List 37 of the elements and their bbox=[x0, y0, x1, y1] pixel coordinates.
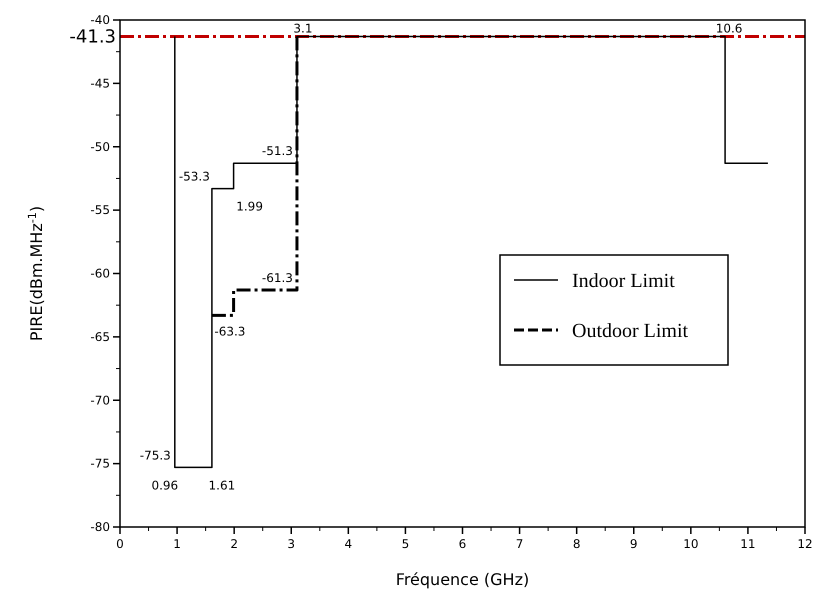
annotation: 10.6 bbox=[716, 21, 742, 36]
x-tick-label: 5 bbox=[402, 537, 410, 551]
annotation: 1.99 bbox=[236, 200, 263, 214]
annotation: 3.1 bbox=[293, 21, 313, 36]
y-tick-label: -70 bbox=[90, 393, 110, 408]
x-tick-label: 9 bbox=[630, 537, 638, 551]
annotation: -53.3 bbox=[178, 170, 210, 184]
legend-label: Outdoor Limit bbox=[572, 320, 689, 342]
x-tick-label: 7 bbox=[516, 537, 524, 551]
x-tick-label: 1 bbox=[173, 537, 181, 551]
y-tick-label: -40 bbox=[90, 13, 110, 27]
y-tick-label: -75 bbox=[90, 456, 110, 471]
y-tick-label: -80 bbox=[90, 520, 110, 534]
line-series bbox=[174, 36, 769, 468]
annotation: -63.3 bbox=[214, 324, 246, 338]
x-tick-label: 2 bbox=[230, 537, 238, 551]
x-tick-label: 3 bbox=[287, 537, 296, 551]
x-tick-label: 0 bbox=[116, 537, 124, 551]
y-tick-label: -60 bbox=[90, 266, 110, 280]
x-tick-label: 4 bbox=[344, 537, 352, 551]
ref-line-label: -41.3 bbox=[69, 26, 116, 48]
y-tick-label: -65 bbox=[90, 330, 110, 344]
annotation: -61.3 bbox=[262, 270, 293, 285]
annotation: 0.96 bbox=[151, 478, 178, 492]
legend-label: Indoor Limit bbox=[572, 270, 676, 292]
x-tick-label: 8 bbox=[572, 537, 580, 551]
y-tick-label: -45 bbox=[90, 76, 110, 90]
y-tick-label: -50 bbox=[90, 140, 110, 154]
annotation: -75.3 bbox=[140, 448, 171, 462]
annotation: 1.61 bbox=[208, 478, 236, 492]
x-tick-label: 12 bbox=[797, 537, 813, 551]
x-axis-title: Fréquence (GHz) bbox=[396, 570, 530, 589]
x-tick-label: 11 bbox=[740, 537, 756, 551]
y-tick-label: -55 bbox=[90, 203, 110, 218]
annotation: -51.3 bbox=[262, 144, 293, 158]
x-tick-label: 6 bbox=[458, 537, 466, 551]
x-tick-label: 10 bbox=[683, 537, 698, 551]
